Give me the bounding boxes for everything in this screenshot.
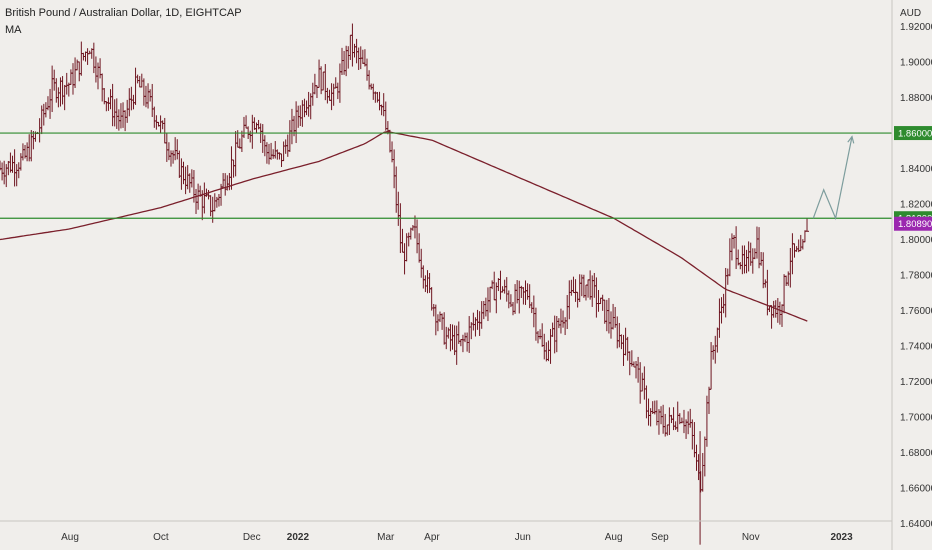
level-tag-1 (894, 126, 932, 141)
y-tick-label: 1.92000 (900, 22, 932, 33)
price-axis[interactable]: 1.92000 1.90000 1.88000 1.84000 1.82000 1.800… (900, 22, 932, 530)
y-tick-label: 1.68000 (900, 448, 932, 459)
chart-title: British Pound / Australian Dollar, 1D, E… (5, 7, 242, 19)
current-price-label: 1.80890 (898, 219, 932, 230)
x-tick-label: Dec (243, 532, 261, 543)
level-label-1: 1.86000 (898, 129, 932, 140)
y-tick-label: 1.88000 (900, 93, 932, 104)
y-tick-label: 1.70000 (900, 412, 932, 423)
current-price-tag (894, 216, 932, 231)
x-tick-label: 2022 (287, 532, 310, 543)
x-tick-label: 2023 (830, 532, 853, 543)
y-tick-label: 1.82000 (900, 200, 932, 211)
y-tick-label: 1.64000 (900, 519, 932, 530)
projection-arrow[interactable] (812, 135, 855, 221)
y-tick-label: 1.66000 (900, 483, 932, 494)
x-tick-label: Nov (742, 532, 760, 543)
y-tick-label: 1.90000 (900, 58, 932, 69)
x-tick-label: Apr (424, 532, 440, 543)
x-tick-label: Aug (61, 532, 79, 543)
y-tick-label: 1.74000 (900, 341, 932, 352)
y-tick-label: 1.72000 (900, 377, 932, 388)
y-tick-label: 1.80000 (900, 235, 932, 246)
x-tick-label: Aug (605, 532, 623, 543)
moving-average (0, 130, 808, 322)
ma-line (0, 130, 808, 322)
ohlc-bars (0, 23, 810, 545)
y-tick-label: 1.76000 (900, 306, 932, 317)
y-tick-label: 1.78000 (900, 271, 932, 282)
currency-label: AUD (900, 8, 921, 19)
x-tick-label: Mar (377, 532, 395, 543)
projection-arrowhead (847, 135, 855, 144)
projection-path[interactable] (812, 136, 853, 221)
indicator-label[interactable]: MA (5, 24, 22, 36)
x-tick-label: Sep (651, 532, 669, 543)
x-tick-label: Jun (515, 532, 531, 543)
time-axis[interactable]: Aug Oct Dec 2022 Mar Apr Jun Aug Sep Nov 2023 (61, 532, 853, 543)
ohlc-bar (805, 218, 810, 232)
x-tick-label: Oct (153, 532, 169, 543)
y-tick-label: 1.84000 (900, 164, 932, 175)
